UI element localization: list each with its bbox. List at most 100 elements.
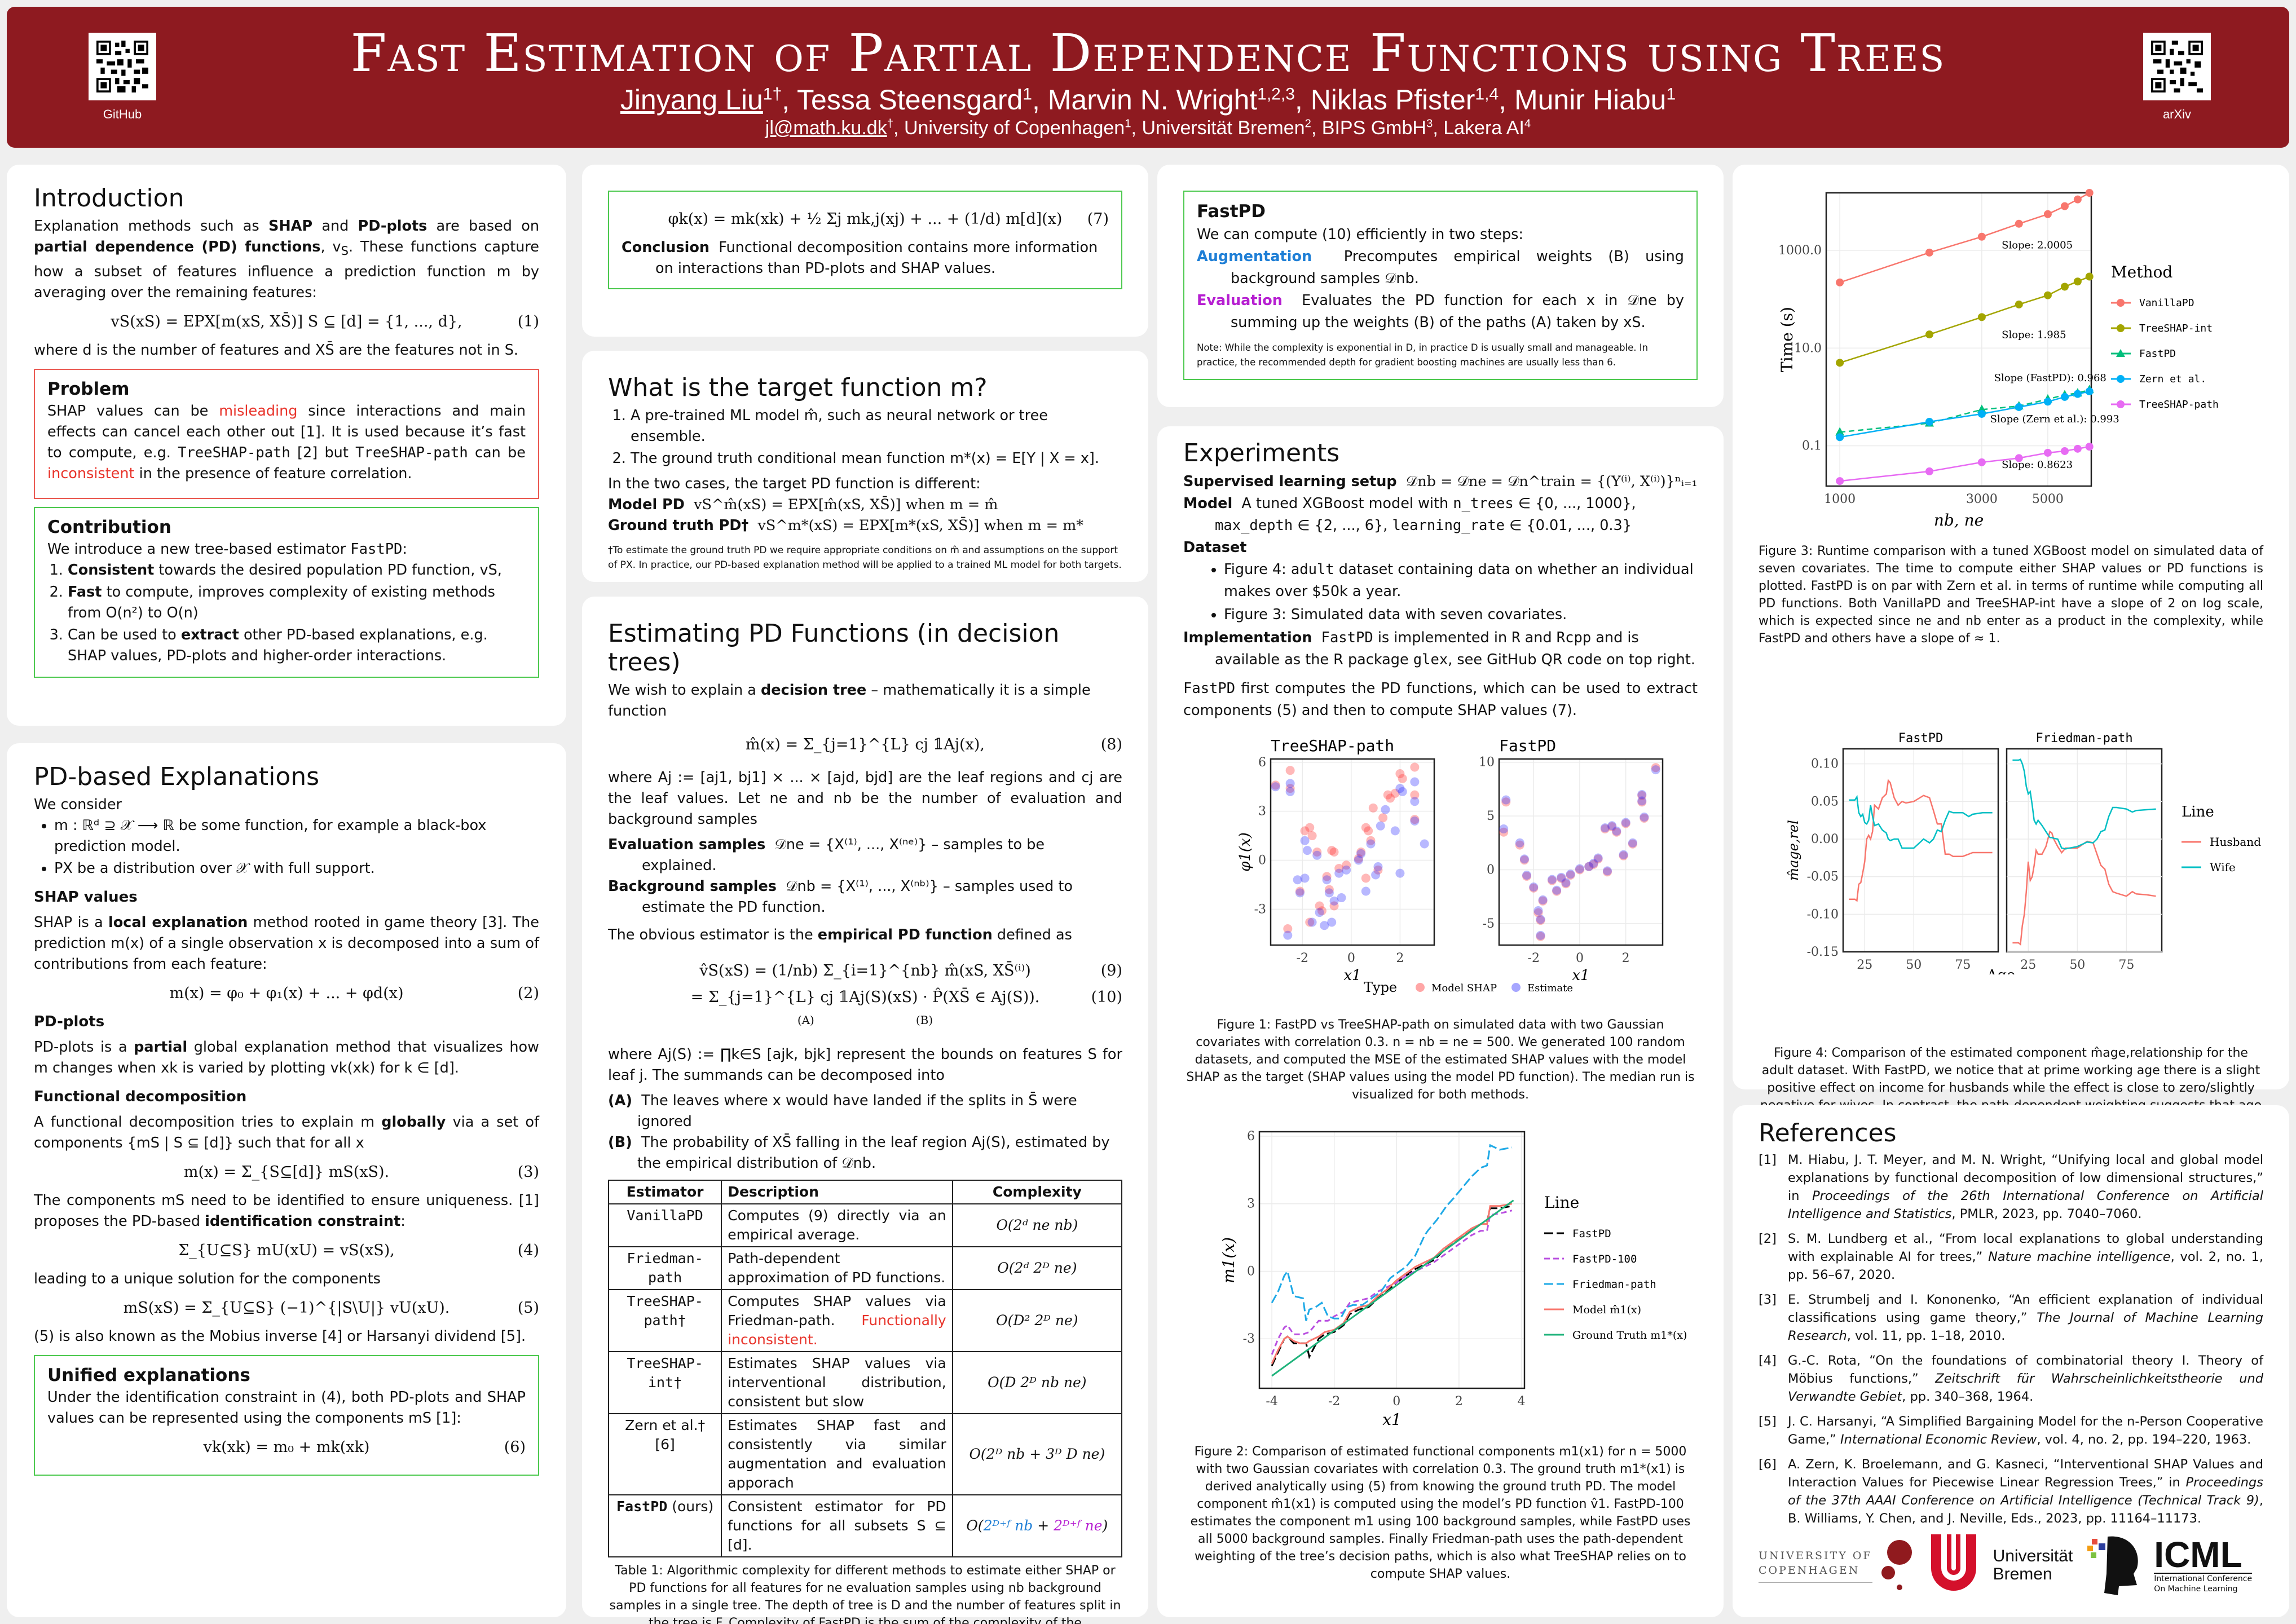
- slope-annotation: Slope: 0.8623: [2002, 459, 2073, 471]
- estimate-point: [1593, 853, 1603, 863]
- reference-item: [1] M. Hiabu, J. T. Meyer, and M. N. Wrig…: [1759, 1153, 2263, 1221]
- table-header-row: Estimator Description Complexity: [607, 1180, 1123, 1204]
- evaluation-step: Evaluation Evaluates the PD function for…: [1197, 292, 1684, 331]
- list-item: Fast to compute, improves complexity of …: [68, 582, 526, 624]
- column-header: Description: [721, 1180, 953, 1204]
- legend-marker: [2117, 324, 2125, 332]
- plot-background: [1843, 749, 1998, 952]
- estimate-point: [1536, 915, 1545, 924]
- x-tick-label: 25: [1857, 958, 1872, 972]
- plot-frame: [1825, 192, 2092, 487]
- model-shap-point: [1538, 896, 1548, 906]
- email-link[interactable]: jl@math.ku.dk: [765, 117, 887, 139]
- equation-3: m(x) = Σ_{S⊆[d]} mS(xS). (3): [183, 1163, 539, 1181]
- legend-label: Model SHAP: [1431, 982, 1497, 994]
- data-point: [1836, 433, 1844, 442]
- data-point: [1836, 477, 1844, 486]
- legend-label: Zern et al.: [2139, 373, 2206, 385]
- section-title: References: [1759, 1119, 1897, 1148]
- table-caption: Table 1: Algorithmic complexity for diff…: [609, 1564, 1121, 1624]
- estimate-point: [1533, 906, 1543, 915]
- data-point: [1925, 467, 1933, 475]
- list-item: m : ℝᵈ ⊇ 𝒳 ⟶ ℝ be some function, for exa…: [54, 815, 539, 857]
- x-tick-label: 25: [2020, 958, 2036, 972]
- affiliations: jl@math.ku.dk†, University of Copenhagen…: [765, 117, 1531, 139]
- data-point: [2060, 283, 2069, 291]
- model-shap-point: [1334, 863, 1344, 873]
- series-line: [1271, 1199, 1514, 1377]
- data-point: [2073, 444, 2082, 453]
- figure-4-chart: FastPD 25 50 75 -0.15 -0.10 -0.05 0.00 0.05 0.10 F…: [1786, 731, 2261, 984]
- section-title: What is the target function m?: [608, 373, 988, 402]
- bremen-u-icon: [1931, 1534, 1976, 1591]
- estimate-point: [1371, 870, 1381, 880]
- figure-1-chart: TreeSHAP-path -2 0 2 -3 0 3 6 x1 FastPD -2 0 2 -5 0 5 10…: [1237, 736, 1664, 995]
- fastpd-box: FastPD We can compute (10) efficiently i…: [1183, 191, 1698, 380]
- model-shap-point: [1295, 886, 1305, 896]
- panel-title: FastPD: [1898, 732, 1943, 745]
- equation-9: v̂S(xS) = (1/nb) Σ_{i=1}^{nb} m̂(xS, XS̄…: [699, 962, 1122, 979]
- legend-label: TreeSHAP-int: [2139, 323, 2213, 334]
- reference-item: [6] A. Zern, K. Broelemann, and G. Kasnec…: [1759, 1457, 2263, 1526]
- legend-swatch: [1416, 983, 1425, 992]
- model-shap-point: [1651, 763, 1660, 773]
- model-shap-point: [1364, 826, 1373, 836]
- model-shap-point: [1410, 790, 1420, 800]
- model-shap-point: [1361, 823, 1370, 832]
- legend-label: Wife: [2210, 860, 2236, 874]
- reference-item: [5] J. C. Harsanyi, “A Simplified Bargain…: [1759, 1414, 2263, 1447]
- estimate-point: [1589, 859, 1598, 868]
- husband-line: [1849, 779, 1993, 902]
- y-tick-label: 3: [1258, 805, 1266, 819]
- plot-background: [1271, 759, 1434, 945]
- estimate-point: [1322, 875, 1332, 885]
- x-axis-label: x1: [1343, 967, 1361, 984]
- estimate-point: [1410, 817, 1420, 826]
- github-qr[interactable]: GitHub: [89, 33, 156, 123]
- estimate-point: [1381, 805, 1390, 814]
- estimate-point: [1320, 921, 1329, 930]
- paragraph: PD-plots is a partial global explanation…: [34, 1039, 539, 1076]
- arxiv-qr[interactable]: arXiv: [2143, 33, 2211, 123]
- plot-background: [2007, 749, 2162, 952]
- author: Tessa Steensgard1: [797, 84, 1032, 116]
- consider-text: We consider: [34, 796, 122, 813]
- estimate-point: [1619, 850, 1628, 859]
- section-title: Estimating PD Functions (in decision tre…: [608, 619, 1060, 677]
- data-point: [2073, 277, 2082, 286]
- estimate-point: [1324, 888, 1334, 898]
- estimate-point: [1552, 885, 1562, 895]
- estimate-point: [1285, 779, 1295, 788]
- reference-list: [1] M. Hiabu, J. T. Meyer, and M. N. Wrig…: [1759, 1151, 2263, 1528]
- estimate-point: [1575, 864, 1584, 873]
- legend-label: FastPD: [2139, 348, 2176, 360]
- x-tick-label: 2: [1622, 951, 1630, 965]
- fastpd-panel: FastPD We can compute (10) efficiently i…: [1157, 165, 1724, 407]
- estimate-point: [1557, 872, 1566, 882]
- model-shap-point: [1575, 865, 1584, 875]
- model-shap-point: [1499, 827, 1509, 837]
- poster-header: GitHub arXiv Fast Estimation of Partial …: [7, 7, 2289, 148]
- conclusion-text: Functional decomposition contains more i…: [655, 239, 1098, 277]
- contribution-intro: We introduce a new tree-based estimator …: [47, 541, 407, 558]
- section-title: Introduction: [34, 184, 184, 213]
- plot-frame: [1498, 758, 1664, 946]
- model-shap-point: [1640, 813, 1649, 823]
- estimate-point: [1283, 930, 1293, 940]
- plot-frame: [1270, 758, 1435, 946]
- wife-line: [2012, 758, 2156, 850]
- legend-label: VanillaPD: [2139, 297, 2194, 309]
- model-shap-point: [1324, 885, 1334, 894]
- item-a: (A) The leaves where x would have landed…: [608, 1092, 1077, 1130]
- estimate-point: [1621, 818, 1630, 827]
- y-tick-label: -3: [1254, 902, 1266, 916]
- y-tick-label: 0.05: [1811, 795, 1839, 809]
- model-shap-point: [1368, 803, 1378, 813]
- qr-code-icon: [2151, 41, 2203, 92]
- wife-line: [1849, 795, 1993, 849]
- data-point: [2060, 392, 2069, 401]
- estimate-point: [1395, 868, 1405, 878]
- icml-head-icon: [2087, 1536, 2139, 1595]
- estimate-point: [1302, 846, 1312, 855]
- data-point: [1836, 278, 1844, 286]
